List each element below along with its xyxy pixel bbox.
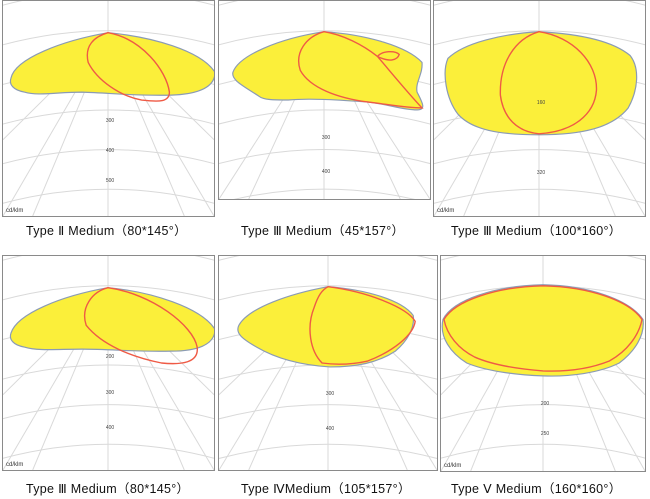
tick-label: 400: [321, 169, 331, 175]
beam-outline: [237, 286, 415, 368]
polar-grid: [3, 256, 214, 470]
caption-4: Type Ⅲ Medium（80*145°）: [26, 482, 190, 496]
tick-label: 320: [536, 170, 546, 176]
photometric-diagram-2: 300 400: [218, 0, 431, 200]
tick-label: 200: [105, 354, 115, 360]
polar-grid: [441, 256, 645, 471]
tick-label: 500: [105, 178, 115, 184]
tick-label: 400: [105, 148, 115, 154]
caption-2: Type Ⅲ Medium（45*157°）: [241, 224, 405, 238]
caption-5: Type ⅣMedium（105*157°）: [241, 482, 411, 496]
photometric-diagram-4: 200 300 400 cd/klm: [2, 255, 215, 471]
tick-label: 200: [540, 401, 550, 407]
photometric-diagram-3: 160 320 cd/klm: [433, 0, 646, 217]
polar-grid: [219, 256, 437, 470]
cut-curve: [499, 31, 598, 135]
photometric-diagram-6: 200 250 cd/klm: [440, 255, 646, 472]
unit-label: cd/klm: [6, 208, 24, 214]
polar-grid: [434, 1, 645, 216]
beam-outline: [441, 284, 644, 377]
photometric-diagram-5: 300 400: [218, 255, 438, 471]
tick-label: 300: [105, 390, 115, 396]
photometric-diagram-1: 300 400 500 cd/klm: [2, 0, 215, 217]
caption-3: Type Ⅲ Medium（100*160°）: [451, 224, 622, 238]
caption-1: Type Ⅱ Medium（80*145°）: [26, 224, 187, 238]
beam-outline: [9, 32, 214, 96]
unit-label: cd/klm: [6, 462, 24, 468]
beam-outline: [444, 31, 638, 136]
tick-label: 400: [325, 426, 335, 432]
tick-label: 300: [321, 135, 331, 141]
beam-outline: [232, 31, 424, 111]
polar-grid: [219, 1, 430, 199]
unit-label: cd/klm: [437, 208, 455, 214]
polar-grid: [3, 1, 214, 216]
cut-curve: [86, 32, 171, 102]
cut-curve: [309, 285, 416, 365]
tick-label: 300: [105, 118, 115, 124]
tick-label: 250: [540, 431, 550, 437]
tick-label: 300: [325, 391, 335, 397]
tick-label: 400: [105, 425, 115, 431]
cut-curve: [84, 287, 198, 365]
tick-label: 160: [536, 100, 546, 106]
beam-outline: [9, 287, 214, 352]
cut-curve: [298, 30, 424, 109]
caption-6: Type Ⅴ Medium（160*160°）: [451, 482, 622, 496]
cut-curve: [443, 285, 643, 372]
unit-label: cd/klm: [444, 463, 462, 469]
